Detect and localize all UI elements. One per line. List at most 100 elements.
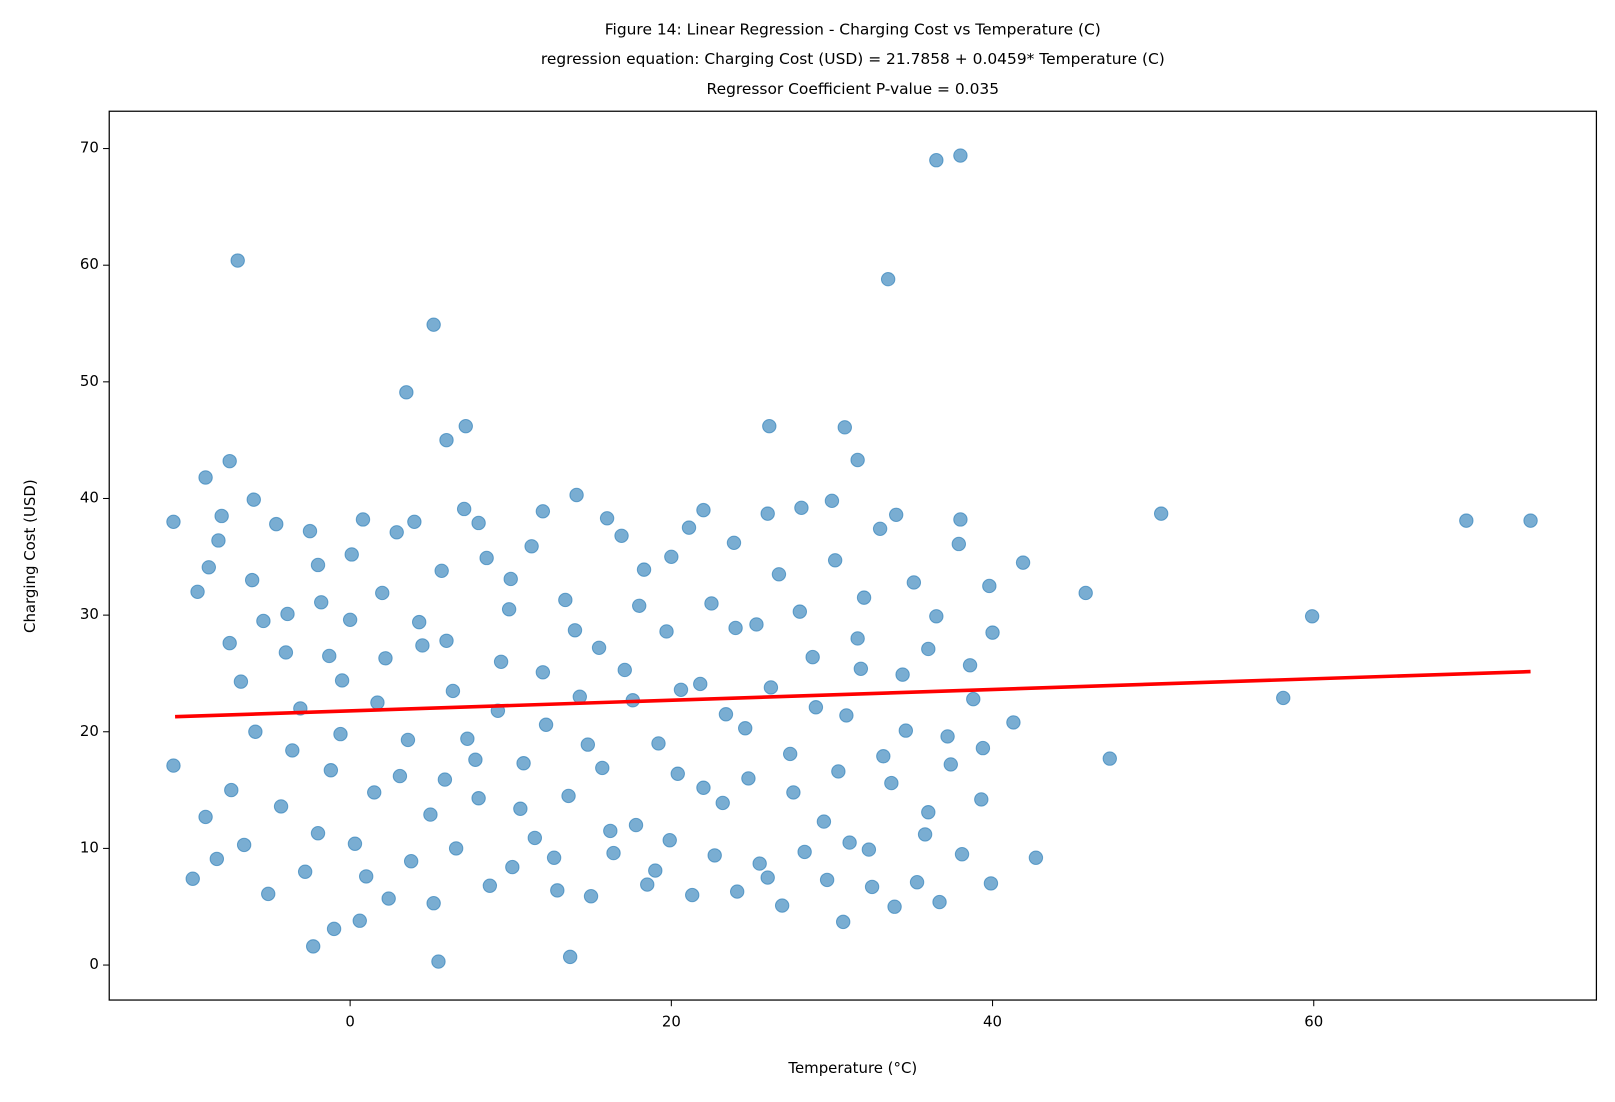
scatter-point <box>305 939 321 954</box>
scatter-point <box>943 757 958 772</box>
scatter-point <box>569 487 584 503</box>
scatter-point <box>606 845 621 861</box>
scatter-point <box>505 859 520 875</box>
scatter-point <box>248 724 263 739</box>
scatter-point <box>929 609 944 624</box>
scatter-point <box>222 453 237 469</box>
scatter-point <box>850 631 865 646</box>
y-tick-label: 10 <box>80 838 99 856</box>
scatter-point <box>962 658 978 673</box>
scatter-point <box>738 721 753 736</box>
scatter-point <box>355 512 371 527</box>
scatter-point <box>400 732 416 748</box>
scatter-point <box>297 864 313 879</box>
scatter-point <box>782 746 798 762</box>
y-tick-label: 50 <box>80 372 99 390</box>
scatter-point <box>805 649 820 665</box>
scatter-point <box>561 788 576 804</box>
scatter-point <box>535 504 551 519</box>
scatter-point <box>256 613 271 629</box>
scatter-point <box>940 729 955 744</box>
scatter-point <box>762 418 777 434</box>
scatter-point <box>278 645 294 660</box>
scatter-point <box>527 830 543 846</box>
scatter-point <box>827 553 843 568</box>
scatter-point <box>342 612 358 627</box>
scatter-point <box>460 731 475 746</box>
scatter-point <box>280 606 295 622</box>
y-tick-label: 20 <box>80 722 99 740</box>
x-axis-label: Temperature (°C) <box>787 1059 917 1077</box>
scatter-point <box>482 878 498 893</box>
scatter-point <box>856 590 872 605</box>
scatter-point <box>214 508 229 524</box>
scatter-point <box>233 674 249 689</box>
scatter-point <box>819 872 835 888</box>
scatter-point <box>166 758 181 773</box>
scatter-point <box>763 680 779 695</box>
scatter-point <box>954 847 970 862</box>
scatter-point <box>880 271 896 287</box>
scatter-point <box>407 514 422 530</box>
scatter-point <box>538 717 554 732</box>
scatter-point <box>909 875 925 890</box>
scatter-point <box>741 771 756 786</box>
scatter-point <box>381 891 396 906</box>
scatter-point <box>685 887 700 903</box>
scatter-point <box>230 253 245 268</box>
scatter-point <box>358 869 374 884</box>
scatter-point <box>966 691 981 707</box>
scatter-point <box>333 726 348 742</box>
scatter-point <box>378 651 393 666</box>
scatter-point <box>403 854 419 869</box>
scatter-point <box>824 493 840 509</box>
scatter-point <box>614 528 629 544</box>
y-tick-label: 60 <box>80 255 99 273</box>
scatter-point <box>322 648 337 664</box>
plot-frame <box>108 110 1598 1001</box>
scatter-point <box>323 763 339 778</box>
scatter-point <box>399 385 414 400</box>
scatter-point <box>310 557 326 573</box>
scatter-point <box>344 547 359 562</box>
scatter-point <box>853 661 869 676</box>
scatter-point <box>471 515 486 531</box>
scatter-point <box>439 432 454 448</box>
scatter-point <box>662 833 677 848</box>
scatter-point <box>831 764 846 779</box>
scatter-point <box>726 535 742 551</box>
scatter-point <box>861 842 877 857</box>
scatter-point <box>261 886 276 902</box>
scatter-point <box>842 835 857 850</box>
scatter-point <box>670 766 685 781</box>
scatter-point <box>1028 850 1044 865</box>
scatter-point <box>591 640 607 655</box>
scatter-point <box>953 512 968 527</box>
y-tick-label: 0 <box>89 955 99 973</box>
scatter-point <box>792 604 808 619</box>
scatter-point <box>929 153 944 168</box>
chart-title: Figure 14: Linear Regression - Charging … <box>605 20 1101 38</box>
scatter-point <box>1006 715 1021 730</box>
scatter-point <box>974 792 989 807</box>
scatter-point <box>190 584 205 600</box>
scatter-point <box>431 954 446 969</box>
x-tick-label: 20 <box>662 1013 681 1031</box>
scatter-point <box>786 785 801 800</box>
scatter-point <box>888 507 904 523</box>
chart-subtitle: Regressor Coefficient P-value = 0.035 <box>707 80 1000 98</box>
scatter-point <box>426 317 441 332</box>
y-tick-label: 30 <box>80 605 99 623</box>
scatter-point <box>837 420 852 435</box>
scatter-point <box>209 851 225 867</box>
scatter-point <box>771 567 787 582</box>
scatter-point <box>797 844 812 860</box>
scatter-point <box>1523 513 1538 528</box>
scatter-point <box>166 514 181 530</box>
scatter-point <box>370 695 385 710</box>
scatter-point <box>244 572 260 588</box>
scatter-point <box>887 899 902 914</box>
scatter-point <box>310 826 326 841</box>
scatter-point <box>1276 690 1291 706</box>
